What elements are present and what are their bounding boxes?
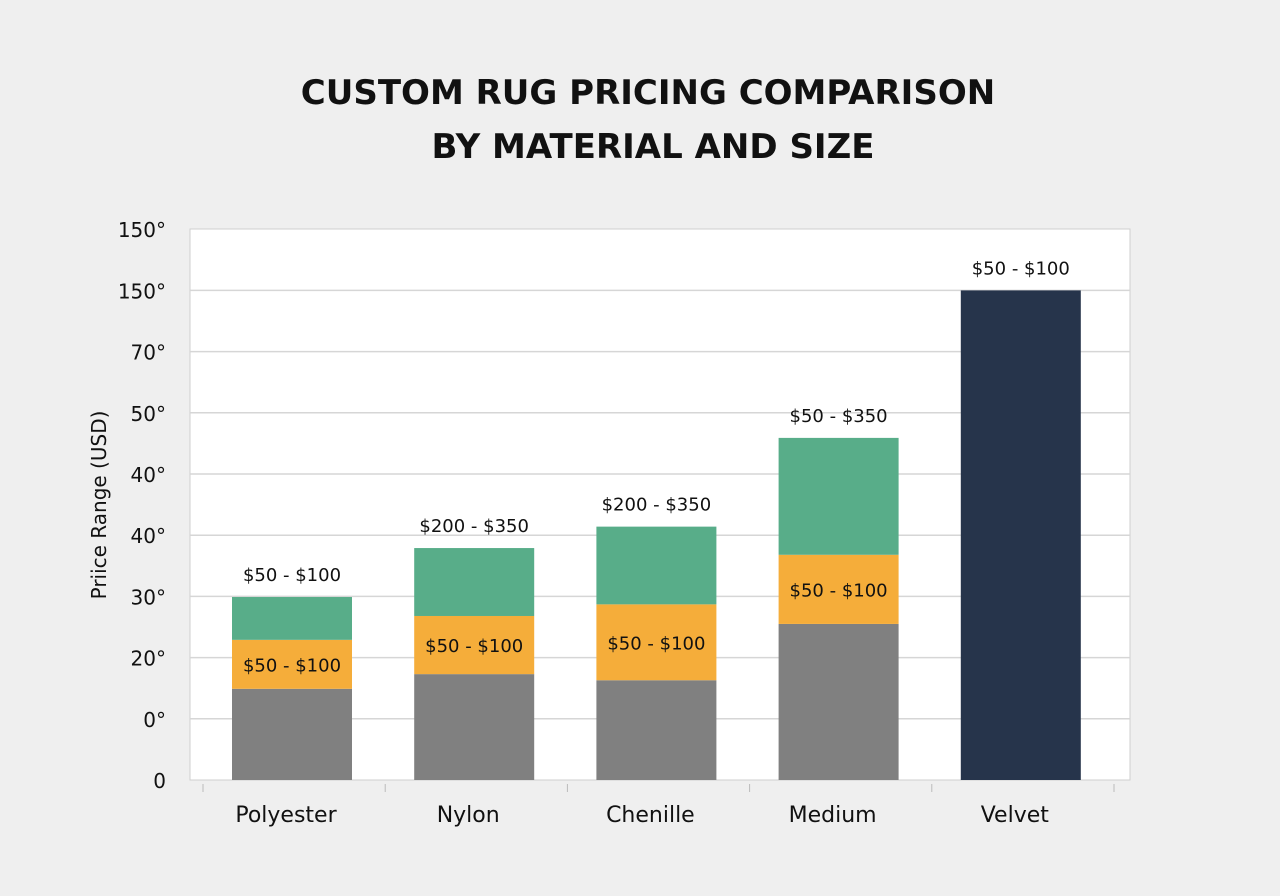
y-tick-label: 150° (118, 279, 166, 303)
bar-segment-velvet-3 (960, 290, 1081, 780)
bar-segment-chenille-1 (596, 604, 717, 681)
x-category-label: Chenille (606, 803, 695, 828)
bar-segment-nylon-0 (414, 674, 535, 780)
y-tick-label: 150° (118, 218, 166, 242)
chart-title-line-2: BY MATERIAL AND SIZE (432, 127, 875, 167)
bar-top-label: $200 - $350 (602, 495, 712, 516)
bar-segment-medium-0 (778, 623, 899, 780)
x-category-label: Nylon (437, 803, 500, 828)
bar-top-label: $200 - $350 (419, 516, 529, 537)
segment-label: $50 - $100 (607, 633, 705, 654)
y-tick-label: 70° (131, 341, 166, 365)
bar-top-label: $50 - $100 (972, 258, 1070, 279)
y-tick-label: 40° (131, 524, 166, 548)
y-tick-label: 0 (153, 769, 166, 793)
y-tick-label: 50° (131, 402, 166, 426)
bar-segment-chenille-0 (596, 680, 717, 780)
bar-segment-nylon-1 (414, 615, 535, 675)
y-axis-label: Priice Range (USD) (87, 411, 111, 600)
x-category-label: Medium (789, 803, 877, 828)
bar-segment-polyester-0 (232, 688, 352, 780)
segment-label: $50 - $100 (425, 636, 523, 657)
bar-segment-polyester-2 (232, 597, 352, 640)
bar-top-label: $50 - $350 (790, 406, 888, 427)
chart-title-line-1: CUSTOM RUG PRICING COMPARISON (301, 73, 995, 113)
x-category-label: Velvet (981, 803, 1050, 828)
bar-segment-medium-2 (778, 437, 899, 555)
bar-segment-polyester-1 (232, 639, 352, 689)
bar-top-label: $50 - $100 (243, 565, 341, 586)
y-tick-label: 20° (131, 647, 166, 671)
bar-segment-chenille-2 (596, 526, 717, 605)
y-tick-label: 0° (143, 708, 166, 732)
segment-label: $50 - $100 (243, 655, 341, 676)
bar-segment-nylon-2 (414, 548, 535, 616)
y-tick-label: 30° (131, 585, 166, 609)
x-category-label: Polyester (235, 803, 337, 828)
bar-segment-medium-1 (778, 554, 899, 624)
y-tick-label: 40° (131, 463, 166, 487)
segment-label: $50 - $100 (790, 580, 888, 601)
